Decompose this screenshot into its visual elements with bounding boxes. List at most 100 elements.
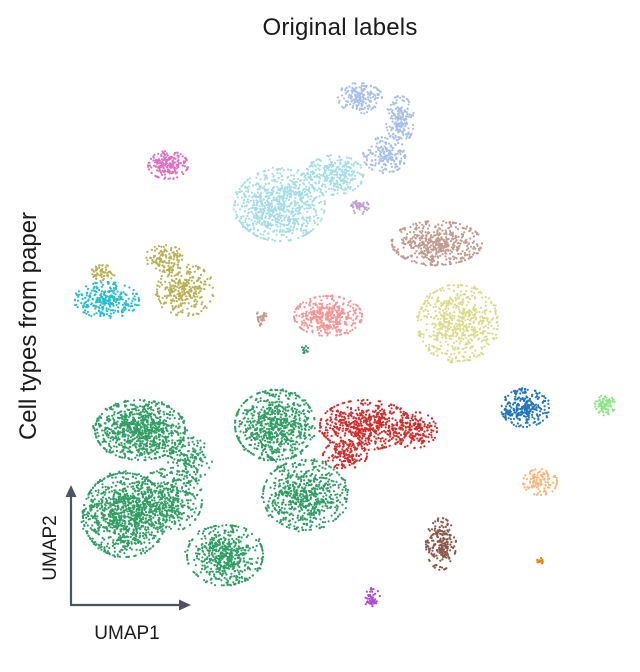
scatter-point: [176, 514, 179, 517]
scatter-point: [175, 461, 178, 465]
scatter-point: [133, 437, 136, 440]
scatter-point: [180, 446, 183, 449]
scatter-point: [144, 517, 147, 520]
scatter-point: [90, 488, 93, 492]
scatter-point: [124, 539, 127, 543]
scatter-point: [203, 535, 206, 538]
scatter-point: [324, 477, 327, 480]
scatter-point: [134, 428, 137, 432]
scatter-point: [100, 545, 103, 548]
scatter-point: [288, 500, 291, 503]
scatter-point: [187, 562, 190, 565]
scatter-point: [100, 416, 103, 419]
scatter-point: [116, 433, 119, 436]
scatter-point: [181, 506, 184, 509]
scatter-point: [144, 546, 147, 549]
scatter-point: [338, 414, 341, 417]
scatter-point: [126, 400, 129, 403]
scatter-point: [247, 420, 250, 423]
scatter-point: [155, 505, 158, 508]
scatter-point: [268, 497, 272, 500]
scatter-point: [256, 420, 259, 424]
scatter-point: [128, 472, 132, 475]
scatter-point: [98, 521, 101, 524]
scatter-point: [202, 550, 205, 553]
scatter-point: [114, 435, 117, 438]
scatter-point: [303, 490, 306, 494]
scatter-point: [276, 418, 279, 421]
scatter-point: [246, 567, 249, 570]
scatter-point: [313, 427, 316, 430]
scatter-point: [188, 506, 191, 509]
scatter-point: [172, 410, 175, 413]
scatter-point: [306, 346, 310, 349]
scatter-point: [170, 520, 174, 524]
scatter-point: [154, 427, 157, 430]
scatter-point: [152, 512, 155, 515]
scatter-point: [246, 534, 249, 537]
scatter-point: [281, 406, 284, 409]
scatter-point: [154, 501, 157, 504]
scatter-point: [196, 442, 199, 445]
scatter-point: [178, 516, 181, 519]
scatter-point: [329, 427, 332, 430]
scatter-point: [114, 505, 117, 508]
scatter-point: [150, 424, 153, 427]
scatter-point: [328, 490, 331, 493]
scatter-point: [186, 456, 189, 459]
scatter-point: [112, 404, 115, 407]
scatter-point: [225, 578, 228, 581]
scatter-point: [140, 491, 143, 494]
scatter-point: [285, 390, 288, 393]
scatter-point: [304, 500, 307, 503]
scatter-point: [176, 499, 179, 502]
scatter-point: [295, 475, 298, 478]
scatter-point: [139, 436, 143, 439]
scatter-point: [214, 576, 217, 580]
scatter-point: [302, 399, 305, 402]
scatter-point: [145, 496, 148, 499]
scatter-point: [328, 496, 331, 499]
scatter-point: [168, 519, 171, 522]
scatter-point: [168, 424, 171, 427]
scatter-point: [179, 511, 182, 514]
scatter-point: [107, 506, 110, 509]
scatter-point: [101, 429, 104, 432]
scatter-point: [307, 478, 310, 481]
scatter-point: [313, 507, 316, 510]
scatter-point: [297, 463, 300, 466]
scatter-point: [162, 524, 165, 527]
scatter-point: [153, 422, 156, 425]
scatter-point: [111, 544, 114, 548]
scatter-point: [195, 573, 198, 576]
scatter-point: [252, 407, 255, 410]
scatter-point: [126, 418, 129, 421]
scatter-point: [270, 401, 274, 404]
scatter-point: [311, 463, 314, 466]
scatter-point: [116, 504, 119, 507]
scatter-point: [298, 510, 301, 513]
scatter-point: [153, 431, 156, 434]
scatter-point: [130, 542, 133, 545]
scatter-point: [200, 567, 204, 571]
scatter-point: [123, 487, 127, 490]
scatter-point: [183, 491, 186, 494]
scatter-point: [130, 458, 133, 461]
scatter-point: [140, 452, 144, 456]
scatter-point: [109, 526, 112, 529]
scatter-point: [140, 475, 143, 478]
scatter-point: [231, 568, 234, 571]
scatter-point: [254, 433, 257, 436]
scatter-point: [122, 526, 125, 530]
scatter-point: [312, 465, 315, 469]
scatter-point: [286, 403, 289, 406]
scatter-point: [291, 463, 294, 466]
scatter-point: [113, 413, 116, 416]
scatter-point: [379, 416, 382, 419]
scatter-point: [213, 564, 216, 567]
scatter-point: [236, 412, 239, 415]
scatter-point: [123, 410, 126, 413]
scatter-point: [106, 521, 109, 525]
scatter-point: [141, 547, 144, 550]
scatter-point: [212, 538, 215, 542]
